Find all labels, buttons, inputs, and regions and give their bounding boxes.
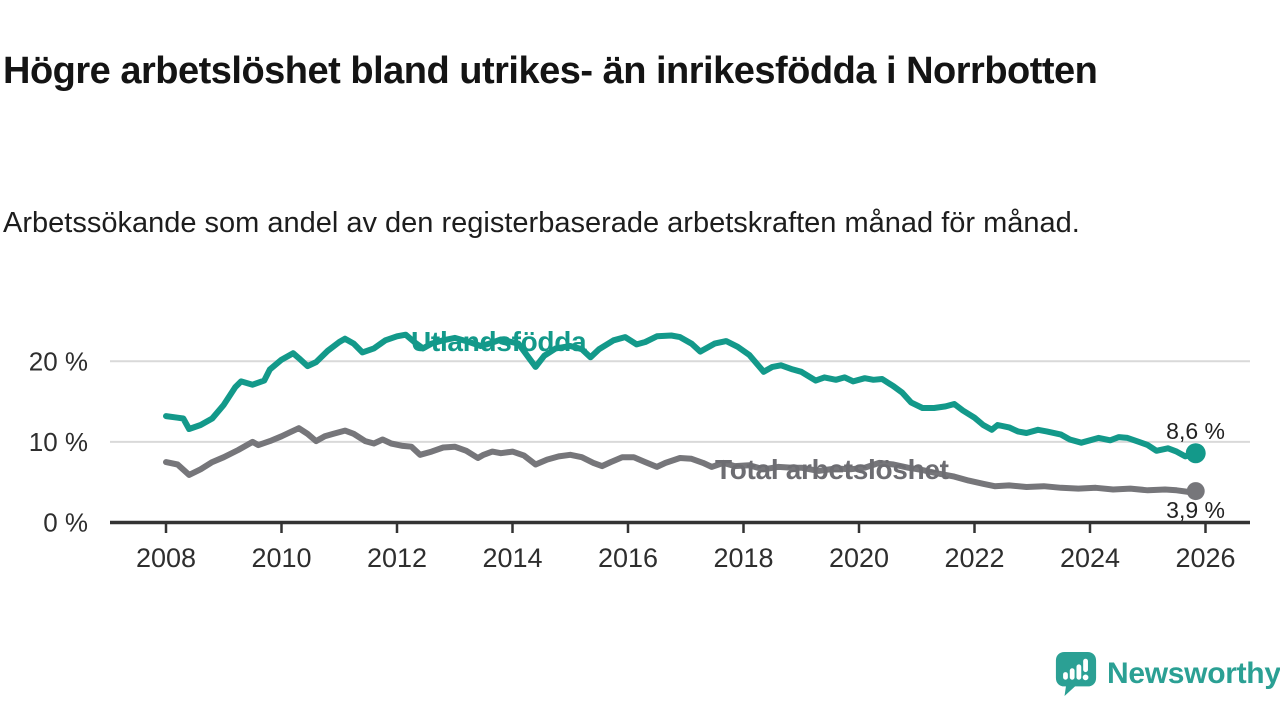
x-tick-label: 2014: [482, 543, 542, 573]
speech-bubble-bar-chart-exclamation-icon: [1055, 652, 1097, 696]
series-line-total-arbetsloshet: [163, 425, 1199, 495]
series-label-utlandsfodda: Utlandsfödda: [411, 326, 587, 357]
end-value-label-utlandsfodda: 8,6 %: [1166, 418, 1225, 444]
x-tick-label: 2008: [136, 543, 196, 573]
x-tick-label: 2020: [829, 543, 889, 573]
chart-subtitle: Arbetssökande som andel av den registerb…: [3, 207, 1080, 239]
x-tick-label: 2026: [1175, 543, 1235, 573]
y-tick-label: 10 %: [29, 427, 88, 457]
x-tick-label: 2010: [251, 543, 311, 573]
y-tick-label: 0 %: [43, 508, 88, 538]
x-tick-label: 2024: [1060, 543, 1120, 573]
x-tick-label: 2016: [598, 543, 658, 573]
x-tick-label: 2022: [944, 543, 1004, 573]
x-tick-label: 2018: [713, 543, 773, 573]
series-end-dot-utlandsfodda: [1185, 443, 1206, 464]
chart-title: Högre arbetslöshet bland utrikes- än inr…: [3, 50, 1098, 93]
series-end-dot-total-arbetsloshet: [1186, 482, 1205, 501]
y-tick-label: 20 %: [29, 346, 88, 376]
newsworthy-logo: Newsworthy: [1054, 650, 1280, 698]
end-value-label-total-arbetsloshet: 3,9 %: [1166, 497, 1225, 523]
x-tick-label: 2012: [367, 543, 427, 573]
series-line-utlandsfodda: [163, 331, 1199, 460]
series-label-total-arbetsloshet: Total arbetslöshet: [715, 454, 949, 485]
newsworthy-logo-text: Newsworthy: [1107, 657, 1280, 690]
